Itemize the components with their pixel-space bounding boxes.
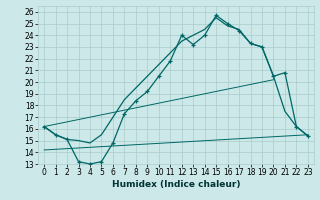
X-axis label: Humidex (Indice chaleur): Humidex (Indice chaleur): [112, 180, 240, 189]
